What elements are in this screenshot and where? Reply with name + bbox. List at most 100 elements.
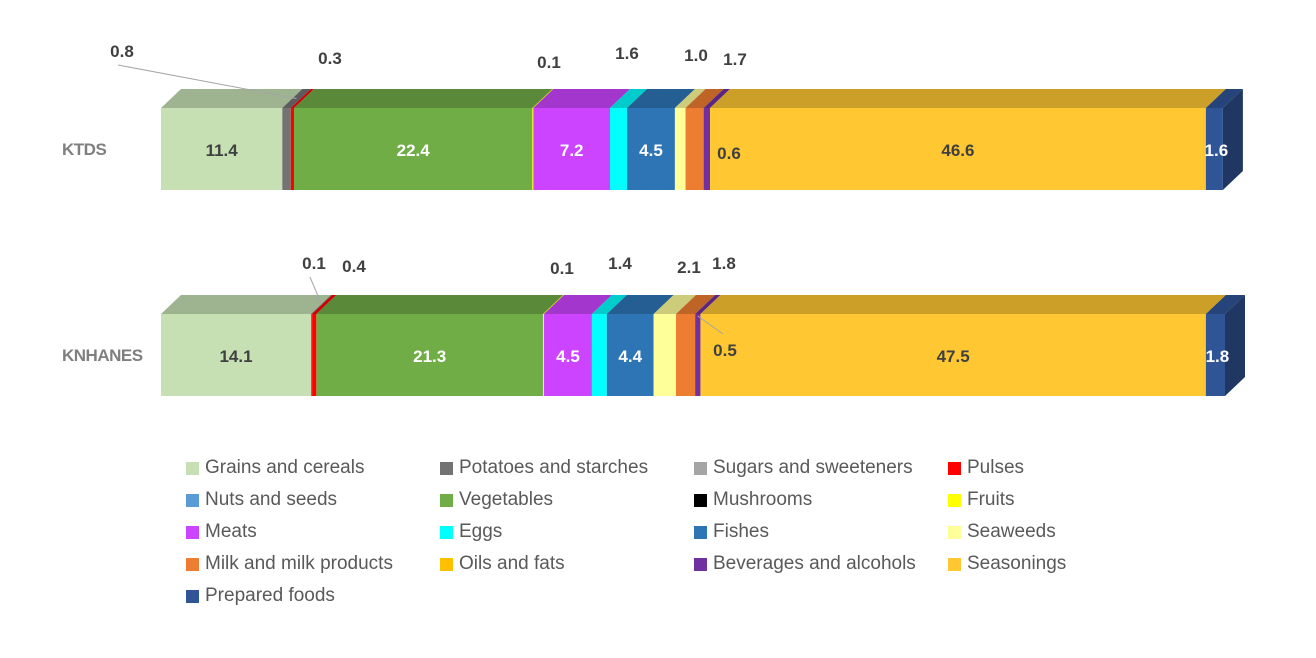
legend-label: Vegetables (459, 489, 554, 510)
legend-swatch (694, 461, 707, 475)
leader-line (117, 64, 297, 99)
bars-layer (161, 89, 1245, 396)
legend-item-oils-and-fats: Oils and fats (440, 552, 694, 576)
data-label-grains-and-cereals-knhanes: 14.1 (219, 347, 252, 366)
bar-end-prepared-foods-knhanes (1225, 295, 1245, 396)
labels-layer: KTDS 11.4 0.8 0.3 22.4 0.1 7.2 1.6 4.5 1.0 1.7 0.6 4… (62, 42, 1229, 366)
data-label-fishes-ktds: 4.5 (639, 141, 663, 160)
bar-top-fishes-knhanes (606, 295, 674, 314)
legend-swatch (440, 493, 453, 507)
bar-top-prepared-foods-knhanes (1205, 295, 1245, 314)
bar-top-milk-and-milk-products-knhanes (675, 295, 716, 314)
data-label-eggs-ktds: 1.6 (615, 44, 639, 63)
bar-beverages-and-alcohols-knhanes (695, 314, 701, 396)
bar-eggs-knhanes (591, 314, 607, 396)
data-label-potatoes-and-starches-knhanes: 0.1 (302, 254, 326, 273)
bar-vegetables-ktds (294, 108, 533, 190)
legend-label: Potatoes and starches (459, 457, 649, 478)
bar-top-pulses-knhanes (312, 295, 337, 314)
bar-top-grains-and-cereals-ktds (161, 89, 303, 108)
legend-swatch (186, 525, 199, 539)
legend-item-milk-and-milk-products: Milk and milk products (186, 552, 440, 576)
legend-swatch (694, 493, 707, 507)
bar-top-seasonings-knhanes (700, 295, 1226, 314)
legend-label: Milk and milk products (205, 553, 393, 574)
bar-milk-and-milk-products-ktds (685, 108, 704, 190)
legend-label: Beverages and alcohols (713, 553, 916, 574)
bar-grains-and-cereals-knhanes (161, 314, 312, 396)
data-label-pulses-ktds: 0.3 (318, 49, 342, 68)
legend-item-potatoes-and-starches: Potatoes and starches (440, 456, 694, 480)
bar-top-prepared-foods-ktds (1205, 89, 1243, 108)
legend-item-mushrooms: Mushrooms (694, 488, 948, 512)
data-label-vegetables-knhanes: 21.3 (413, 347, 446, 366)
legend-swatch (440, 525, 453, 539)
legend-item-fishes: Fishes (694, 520, 948, 544)
bar-top-vegetables-knhanes (316, 295, 563, 314)
data-label-meats-ktds: 7.2 (560, 141, 584, 160)
data-label-beverages-and-alcohols-knhanes: 0.5 (713, 341, 737, 360)
data-label-milk-and-milk-products-knhanes: 1.8 (712, 254, 736, 273)
bar-vegetables-knhanes (316, 314, 543, 396)
bar-fishes-ktds (627, 108, 675, 190)
bar-prepared-foods-ktds (1205, 108, 1223, 190)
legend-item-meats: Meats (186, 520, 440, 544)
bar-fruits-knhanes (542, 314, 545, 396)
bar-top-eggs-ktds (610, 89, 648, 108)
legend-label: Nuts and seeds (205, 489, 338, 510)
data-label-beverages-and-alcohols-ktds: 0.6 (717, 144, 741, 163)
bar-top-eggs-knhanes (591, 295, 627, 314)
data-label-potatoes-and-starches-ktds: 0.8 (110, 42, 134, 61)
bar-eggs-ktds (610, 108, 628, 190)
bar-fishes-knhanes (606, 314, 654, 396)
legend-item-eggs: Eggs (440, 520, 694, 544)
bar-top-pulses-ktds (290, 89, 314, 108)
bar-beverages-and-alcohols-ktds (703, 108, 711, 190)
legend-item-nuts-and-seeds: Nuts and seeds (186, 488, 440, 512)
data-label-seasonings-ktds: 46.6 (941, 141, 974, 160)
data-label-grains-and-cereals-ktds: 11.4 (206, 141, 239, 160)
bar-potatoes-and-starches-ktds (282, 108, 291, 190)
data-label-prepared-foods-ktds: 1.6 (1205, 141, 1229, 160)
bar-seaweeds-knhanes (653, 314, 676, 396)
legend-swatch (186, 461, 199, 475)
bar-top-meats-ktds (533, 89, 631, 108)
data-label-seaweeds-knhanes: 2.1 (677, 258, 701, 277)
legend: Grains and cereals Potatoes and starches S… (186, 456, 1186, 608)
data-label-fruits-knhanes: 0.1 (550, 259, 574, 278)
legend-label: Eggs (459, 521, 503, 542)
legend-label: Pulses (967, 457, 1025, 478)
legend-item-prepared-foods: Prepared foods (186, 584, 440, 608)
leader-line (697, 315, 724, 335)
legend-swatch (694, 557, 707, 571)
legend-swatch (186, 557, 199, 571)
bar-top-vegetables-ktds (294, 89, 553, 108)
bar-meats-ktds (533, 108, 611, 190)
bar-top-fruits-knhanes (542, 295, 565, 314)
bar-seasonings-ktds (710, 108, 1206, 190)
bar-seaweeds-ktds (674, 108, 686, 190)
legend-label: Seasonings (967, 553, 1067, 574)
bar-top-fishes-ktds (627, 89, 695, 108)
legend-item-pulses: Pulses (948, 456, 1148, 480)
data-label-seaweeds-ktds: 1.0 (684, 46, 708, 65)
bar-end-prepared-foods-ktds (1222, 89, 1243, 190)
legend-item-sugars-and-sweeteners: Sugars and sweeteners (694, 456, 948, 480)
bar-pulses-knhanes (312, 314, 317, 396)
bar-fruits-ktds (532, 108, 534, 190)
legend-label: Grains and cereals (205, 457, 365, 478)
leader-line (309, 276, 323, 305)
legend-label: Seaweeds (967, 521, 1056, 542)
bar-meats-knhanes (544, 314, 592, 396)
legend-swatch (186, 589, 199, 603)
bar-top-fruits-ktds (532, 89, 554, 108)
bar-top-seaweeds-ktds (674, 89, 706, 108)
legend-item-grains-and-cereals: Grains and cereals (186, 456, 440, 480)
legend-swatch (948, 493, 961, 507)
legend-item-seaweeds: Seaweeds (948, 520, 1148, 544)
data-label-fishes-knhanes: 4.4 (618, 347, 642, 366)
bar-prepared-foods-knhanes (1205, 314, 1225, 396)
data-label-pulses-knhanes: 0.4 (342, 257, 366, 276)
data-label-vegetables-ktds: 22.4 (397, 141, 431, 160)
bar-top-beverages-and-alcohols-ktds (703, 89, 731, 108)
